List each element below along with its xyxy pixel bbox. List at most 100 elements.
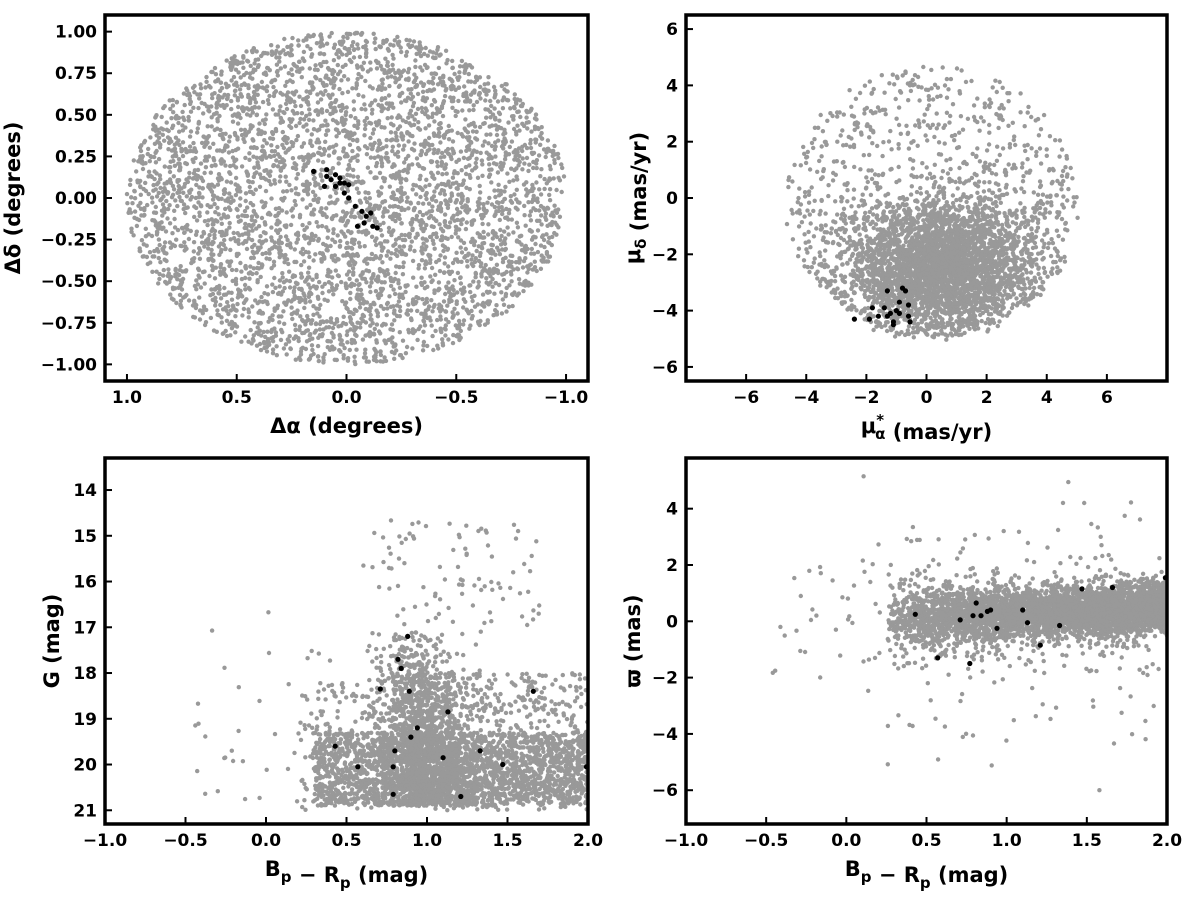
field-star-point [552, 230, 557, 236]
field-star-point [478, 96, 483, 101]
field-star-point [287, 285, 293, 290]
field-star-point [298, 352, 304, 357]
field-star-point [457, 64, 463, 69]
field-star-point [232, 112, 237, 117]
field-star-point [269, 143, 274, 148]
field-star-point [198, 175, 204, 180]
field-star-point [333, 259, 338, 264]
field-star-point [351, 47, 357, 53]
field-star-point [279, 196, 284, 202]
field-star-point [527, 162, 532, 167]
field-star-point [981, 189, 987, 194]
field-star-point [361, 44, 366, 50]
field-star-point [430, 55, 436, 60]
field-star-point [342, 154, 348, 159]
field-star-point [386, 48, 391, 53]
field-star-point [362, 351, 368, 356]
field-star-point [206, 257, 211, 263]
field-star-point [442, 255, 448, 260]
field-star-point [262, 220, 267, 225]
field-star-point [403, 283, 408, 288]
field-star-point [331, 58, 337, 63]
field-star-point [210, 95, 215, 101]
field-star-point [556, 155, 561, 161]
field-star-point [165, 216, 170, 221]
field-star-point [269, 43, 274, 48]
field-star-point [535, 228, 541, 233]
field-star-point [323, 132, 329, 137]
field-star-point [197, 256, 203, 261]
field-star-point [206, 218, 211, 223]
field-star-point [131, 233, 136, 238]
field-star-point [374, 338, 379, 343]
field-star-point [288, 222, 294, 228]
field-star-point [435, 164, 440, 169]
field-star-point [170, 242, 175, 247]
field-star-point [396, 212, 402, 218]
field-star-point [458, 245, 463, 250]
field-star-point [225, 92, 231, 98]
field-star-point [295, 308, 300, 313]
field-star-point [516, 277, 522, 282]
field-star-point [288, 245, 293, 250]
field-star-point [300, 317, 305, 323]
field-star-point [301, 141, 307, 146]
field-star-point [179, 148, 185, 153]
field-star-point [224, 179, 230, 184]
field-star-point [283, 234, 289, 239]
field-star-point [451, 95, 456, 101]
field-star-point [317, 61, 323, 67]
field-star-point [443, 88, 448, 93]
field-star-point [508, 269, 514, 275]
field-star-point [438, 304, 444, 309]
field-star-point [281, 189, 286, 194]
field-star-point [157, 271, 162, 277]
field-star-point [367, 284, 373, 289]
field-star-point [465, 130, 471, 135]
field-star-point [385, 239, 390, 244]
field-star-point [509, 166, 514, 171]
field-star-point [163, 279, 168, 285]
field-star-point [517, 200, 522, 205]
field-star-point [426, 215, 432, 221]
field-star-point [368, 323, 373, 328]
field-star-point [493, 308, 498, 313]
field-star-point [244, 112, 250, 117]
field-star-point [292, 273, 298, 279]
field-star-point [330, 344, 335, 349]
field-star-point [214, 102, 219, 107]
field-star-point [390, 52, 395, 58]
field-star-point [406, 139, 411, 144]
field-star-point [225, 214, 231, 220]
field-star-point [158, 260, 163, 265]
field-star-point [286, 298, 291, 303]
field-star-point [263, 250, 269, 256]
field-star-point [132, 209, 138, 214]
field-star-point [157, 276, 162, 282]
field-star-point [351, 241, 357, 246]
field-star-point [459, 58, 465, 64]
field-star-point [501, 302, 507, 307]
field-star-point [188, 109, 194, 114]
field-star-point [297, 327, 302, 333]
field-star-point [393, 70, 398, 76]
field-star-point [467, 172, 472, 178]
field-star-point [314, 140, 319, 145]
field-star-point [503, 150, 508, 155]
field-star-point [368, 155, 374, 160]
field-star-point [337, 243, 343, 249]
field-star-point [411, 208, 417, 213]
field-star-point [528, 137, 533, 143]
field-star-point [515, 267, 521, 272]
field-star-point [212, 276, 218, 281]
field-star-point [215, 182, 221, 187]
field-star-point [215, 195, 220, 200]
field-star-point [202, 144, 207, 149]
field-star-point [177, 194, 182, 200]
field-star-point [213, 72, 219, 77]
field-star-point [415, 232, 420, 238]
field-star-point [290, 214, 296, 219]
field-star-point [209, 115, 214, 120]
field-star-point [262, 345, 267, 351]
field-star-point [154, 269, 159, 274]
